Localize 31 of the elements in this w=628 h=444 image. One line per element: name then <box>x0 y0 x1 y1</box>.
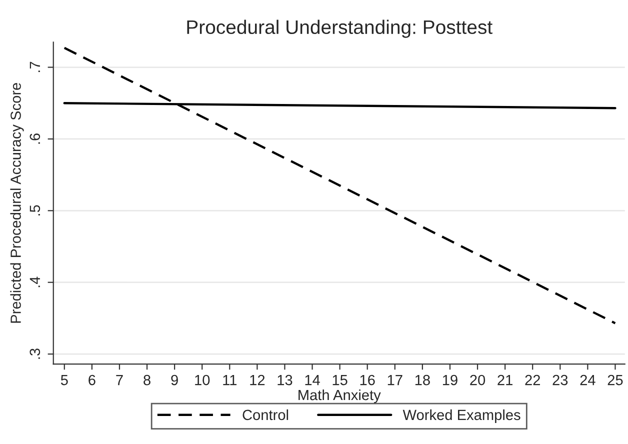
x-tick-label: 25 <box>608 374 623 386</box>
x-tick-label: 20 <box>470 374 486 386</box>
x-tick-label: 7 <box>116 375 123 386</box>
x-tick-label: 22 <box>525 374 540 386</box>
x-tick-label: 18 <box>415 374 430 386</box>
x-tick-label: 14 <box>305 375 320 386</box>
x-tick-label: 8 <box>144 374 150 386</box>
x-axis-title: Math Anxiety <box>298 389 381 404</box>
y-tick-label: .5 <box>30 205 40 216</box>
x-tick-label: 12 <box>250 374 265 386</box>
x-tick-label: 5 <box>60 375 68 386</box>
x-tick-label: 21 <box>498 374 512 386</box>
x-tick-label: 15 <box>332 375 348 386</box>
x-tick-label: 17 <box>388 375 402 386</box>
y-tick-label: .7 <box>30 62 40 72</box>
legend-label: Control <box>242 409 288 420</box>
x-tick-label: 10 <box>195 374 210 386</box>
x-tick-label: 11 <box>223 375 237 386</box>
x-tick-label: 13 <box>278 374 292 386</box>
y-axis-title: Predicted Procedural Accuracy Score <box>10 82 24 323</box>
x-tick-label: 23 <box>552 374 568 386</box>
legend-label: Worked Examples <box>402 409 520 423</box>
chart-title: Procedural Understanding: Posttest <box>187 20 492 38</box>
x-tick-label: 16 <box>360 374 375 386</box>
y-tick-label: .6 <box>30 134 40 144</box>
x-tick-label: 6 <box>88 374 96 386</box>
x-tick-label: 9 <box>171 374 178 386</box>
x-tick-label: 19 <box>442 374 458 386</box>
x-tick-label: 24 <box>580 374 596 386</box>
y-tick-label: .4 <box>30 276 40 288</box>
y-tick-label: .3 <box>30 348 40 359</box>
